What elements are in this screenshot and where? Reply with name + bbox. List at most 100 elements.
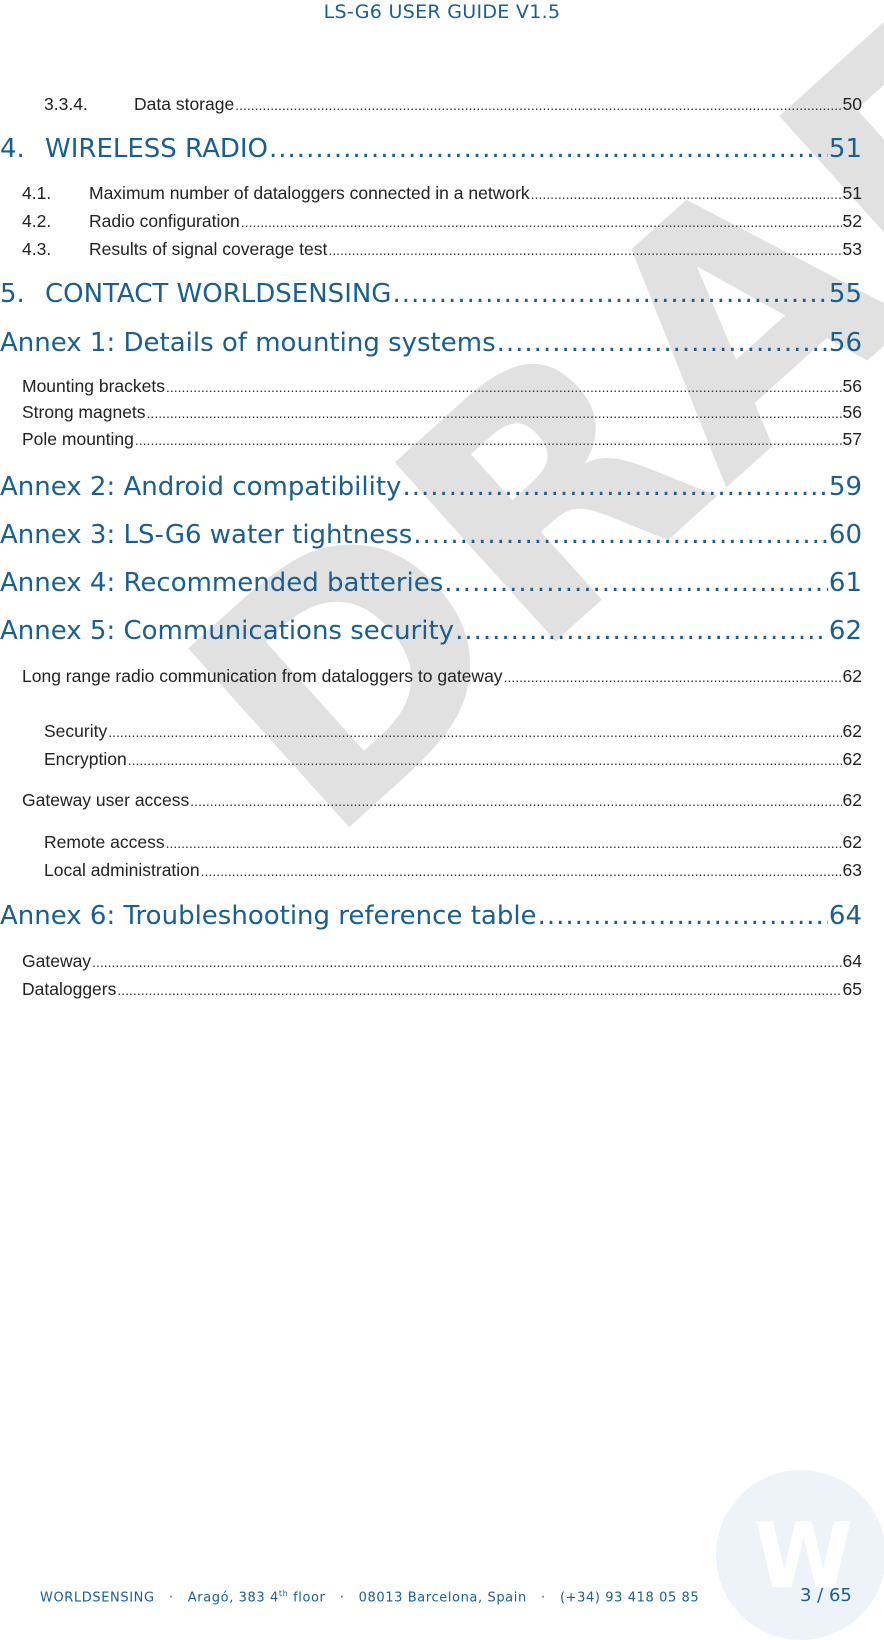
toc-entry[interactable]: Annex 3: LS-G6 water tightness 60 — [0, 518, 862, 552]
toc-dot-leader — [117, 979, 841, 1000]
toc-entry-number: 4.2. — [22, 211, 52, 231]
footer-contact-line: WORLDSENSING · Aragó, 383 4th floor · 08… — [40, 1589, 699, 1605]
toc-entry-page: 62 — [828, 616, 862, 646]
toc-entry-title: Radio configuration — [89, 211, 240, 231]
toc-entry[interactable]: Strong magnets 56 — [22, 401, 862, 423]
toc-dot-leader — [190, 790, 841, 811]
toc-dot-leader — [235, 94, 841, 115]
toc-entry-page: 56 — [842, 376, 862, 396]
footer-street: Aragó, 383 — [187, 1590, 266, 1606]
toc-entry[interactable]: Remote access 62 — [44, 831, 862, 853]
toc-entry-page: 61 — [828, 568, 862, 598]
footer-company: WORLDSENSING — [40, 1590, 155, 1606]
toc-entry-title: Annex 2: Android compatibility — [0, 472, 402, 502]
toc-entry-title: Data storage — [134, 94, 235, 114]
toc-entry-title: Gateway — [22, 951, 92, 971]
toc-entry-page: 51 — [828, 134, 862, 164]
toc-entry-title: Annex 3: LS-G6 water tightness — [0, 520, 413, 550]
toc-entry-page: 59 — [828, 472, 862, 502]
toc-entry[interactable]: Long range radio communication from data… — [22, 665, 862, 687]
toc-dot-leader — [128, 749, 842, 770]
toc-entry-page: 62 — [842, 721, 862, 741]
logo-letter: W — [754, 1504, 854, 1609]
toc-entry-title: Pole mounting — [22, 429, 134, 449]
toc-entry-page: 53 — [842, 239, 862, 259]
toc-entry-number: 4. — [0, 134, 25, 164]
footer-separator: · — [541, 1590, 546, 1606]
toc-dot-leader — [444, 566, 828, 600]
toc-entry[interactable]: Dataloggers 65 — [22, 978, 862, 1000]
toc-dot-leader — [413, 518, 828, 552]
toc-entry-title: WIRELESS RADIO — [45, 134, 269, 164]
toc-entry[interactable]: Pole mounting 57 — [22, 428, 862, 450]
toc-entry[interactable]: 3.3.4. Data storage 50 — [44, 93, 862, 115]
toc-entry[interactable]: 5. CONTACT WORLDSENSING 55 — [0, 277, 862, 311]
toc-entry-page: 51 — [842, 183, 862, 203]
toc-entry[interactable]: Annex 1: Details of mounting systems 56 — [0, 326, 862, 360]
toc-entry-title: Annex 1: Details of mounting systems — [0, 328, 496, 358]
toc-entry-title: Security — [44, 721, 108, 741]
toc-entry-page: 56 — [842, 402, 862, 422]
toc-dot-leader — [392, 277, 827, 311]
toc-entry[interactable]: Encryption 62 — [44, 748, 862, 770]
toc-entry-number: 3.3.4. — [44, 94, 88, 114]
toc-entry-page: 63 — [842, 860, 862, 880]
toc-entry[interactable]: Security 62 — [44, 720, 862, 742]
page-number: 3 / 65 — [800, 1585, 852, 1606]
footer-city: 08013 Barcelona, Spain — [358, 1590, 527, 1606]
toc-entry-page: 52 — [842, 211, 862, 231]
toc-entry-page: 65 — [842, 979, 862, 999]
toc-entry-page: 62 — [842, 790, 862, 810]
toc-entry-page: 62 — [842, 832, 862, 852]
toc-dot-leader — [402, 470, 827, 504]
toc-entry-title: Local administration — [44, 860, 200, 880]
toc-entry-page: 55 — [828, 279, 862, 309]
toc-dot-leader — [504, 666, 842, 687]
footer-floor-suffix: th — [278, 1589, 289, 1598]
toc-entry[interactable]: Local administration 63 — [44, 859, 862, 881]
toc-dot-leader — [328, 239, 841, 260]
toc-entry-number: 5. — [0, 279, 25, 309]
toc-dot-leader — [166, 832, 842, 853]
toc-entry-title: Strong magnets — [22, 402, 146, 422]
toc-dot-leader — [497, 326, 828, 360]
toc-entry-page: 62 — [842, 666, 862, 686]
toc-entry[interactable]: 4.2. Radio configuration 52 — [22, 210, 862, 232]
toc-dot-leader — [147, 402, 842, 423]
toc-entry[interactable]: 4.1. Maximum number of dataloggers conne… — [22, 182, 862, 204]
toc-dot-leader — [531, 183, 842, 204]
toc-entry-title: CONTACT WORLDSENSING — [45, 279, 392, 309]
toc-entry-page: 60 — [828, 520, 862, 550]
toc-entry-page: 56 — [828, 328, 862, 358]
toc-dot-leader — [269, 132, 828, 166]
toc-entry-title: Annex 6: Troubleshooting reference table — [0, 901, 537, 931]
toc-entry-title: Annex 5: Communications security — [0, 616, 455, 646]
toc-entry-title: Dataloggers — [22, 979, 117, 999]
toc-entry-title: Maximum number of dataloggers connected … — [89, 183, 530, 203]
toc-entry[interactable]: Annex 6: Troubleshooting reference table… — [0, 899, 862, 933]
worldsensing-logo: W — [716, 1470, 884, 1640]
toc-entry-title: Results of signal coverage test — [89, 239, 328, 259]
toc-entry[interactable]: Annex 4: Recommended batteries 61 — [0, 566, 862, 600]
toc-entry-page: 62 — [842, 749, 862, 769]
footer-floor-word: floor — [293, 1590, 326, 1606]
toc-entry[interactable]: Gateway 64 — [22, 950, 862, 972]
toc-entry-title: Remote access — [44, 832, 165, 852]
toc-entry-number: 4.1. — [22, 183, 52, 203]
toc-dot-leader — [455, 614, 828, 648]
toc-entry[interactable]: Annex 2: Android compatibility 59 — [0, 470, 862, 504]
toc-entry-title: Encryption — [44, 749, 127, 769]
footer-separator: · — [339, 1590, 345, 1606]
toc-entry[interactable]: 4.3. Results of signal coverage test 53 — [22, 238, 862, 260]
toc-entry[interactable]: Annex 5: Communications security 62 — [0, 614, 862, 648]
toc-entry[interactable]: Mounting brackets 56 — [22, 375, 862, 397]
toc-entry-page: 64 — [842, 951, 862, 971]
toc-dot-leader — [92, 951, 841, 972]
toc-entry-title: Long range radio communication from data… — [22, 666, 503, 686]
toc-entry[interactable]: Gateway user access 62 — [22, 789, 862, 811]
toc-entry-number: 4.3. — [22, 239, 52, 259]
toc-entry-page: 57 — [842, 429, 862, 449]
toc-entry-title: Gateway user access — [22, 790, 190, 810]
toc-entry[interactable]: 4. WIRELESS RADIO 51 — [0, 132, 862, 166]
